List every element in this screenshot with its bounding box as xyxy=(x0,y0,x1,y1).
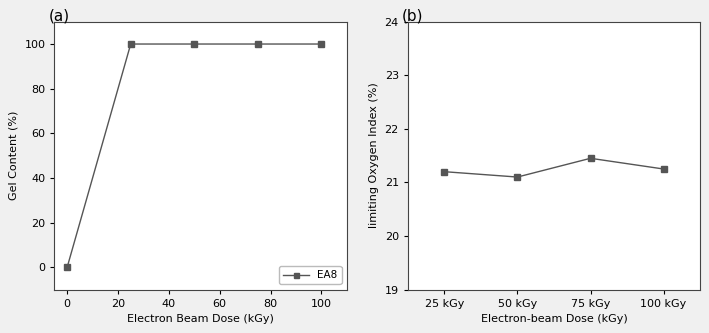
X-axis label: Electron Beam Dose (kGy): Electron Beam Dose (kGy) xyxy=(127,314,274,324)
EA8 xyxy=(254,42,262,46)
X-axis label: Electron-beam Dose (kGy): Electron-beam Dose (kGy) xyxy=(481,314,627,324)
EA8 xyxy=(317,42,325,46)
EA8 xyxy=(126,42,135,46)
Line: EA8: EA8 xyxy=(65,41,324,270)
Legend: EA8: EA8 xyxy=(279,266,342,284)
Text: (b): (b) xyxy=(402,8,423,23)
EA8 xyxy=(63,265,72,269)
Text: (a): (a) xyxy=(49,8,69,23)
Y-axis label: limiting Oxygen Index (%): limiting Oxygen Index (%) xyxy=(369,83,379,228)
Y-axis label: Gel Content (%): Gel Content (%) xyxy=(9,111,19,200)
EA8 xyxy=(190,42,199,46)
